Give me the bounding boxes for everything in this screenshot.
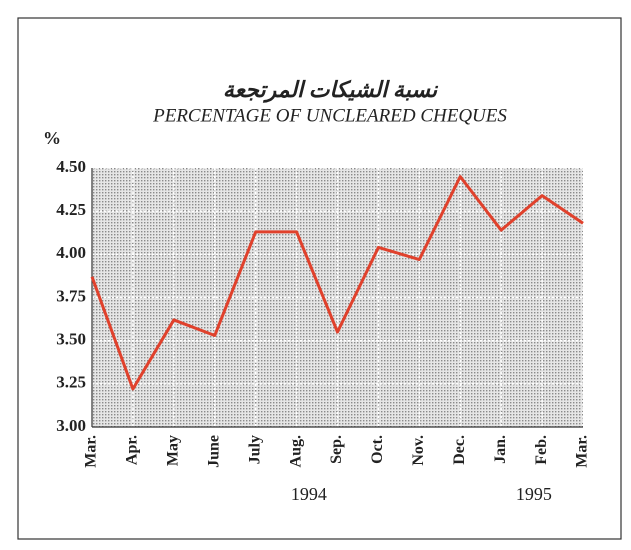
x-tick-label: Oct.	[369, 435, 386, 464]
x-tick-label: Mar.	[574, 435, 591, 468]
y-tick-label: 3.50	[56, 330, 86, 349]
x-tick-label: Jan.	[492, 435, 509, 464]
x-tick-label: May	[165, 435, 182, 466]
y-tick-label: 3.00	[56, 416, 86, 435]
y-tick-label: 3.75	[56, 286, 86, 305]
x-tick-label: Dec.	[451, 435, 468, 465]
chart-subtitle: PERCENTAGE OF UNCLEARED CHEQUES	[152, 105, 507, 126]
x-tick-label: Nov.	[410, 435, 427, 466]
chart-title: نسبة الشيكات المرتجعة	[223, 77, 439, 103]
x-tick-label: June	[205, 435, 222, 468]
data-line	[90, 175, 584, 391]
y-axis-label: %	[43, 128, 61, 148]
year-label: 1994	[291, 484, 327, 504]
y-tick-label: 4.00	[56, 243, 86, 262]
x-tick-label: Apr.	[124, 435, 141, 465]
x-tick-label: Aug.	[287, 435, 304, 467]
x-tick-label: Feb.	[533, 435, 550, 465]
y-tick-label: 4.50	[56, 157, 86, 176]
y-tick-label: 4.25	[56, 200, 86, 219]
year-label: 1995	[516, 484, 552, 504]
x-tick-label: Mar.	[83, 435, 100, 468]
x-tick-label: July	[246, 435, 263, 464]
x-tick-label: Sep.	[328, 435, 345, 464]
y-tick-label: 3.25	[56, 373, 86, 392]
